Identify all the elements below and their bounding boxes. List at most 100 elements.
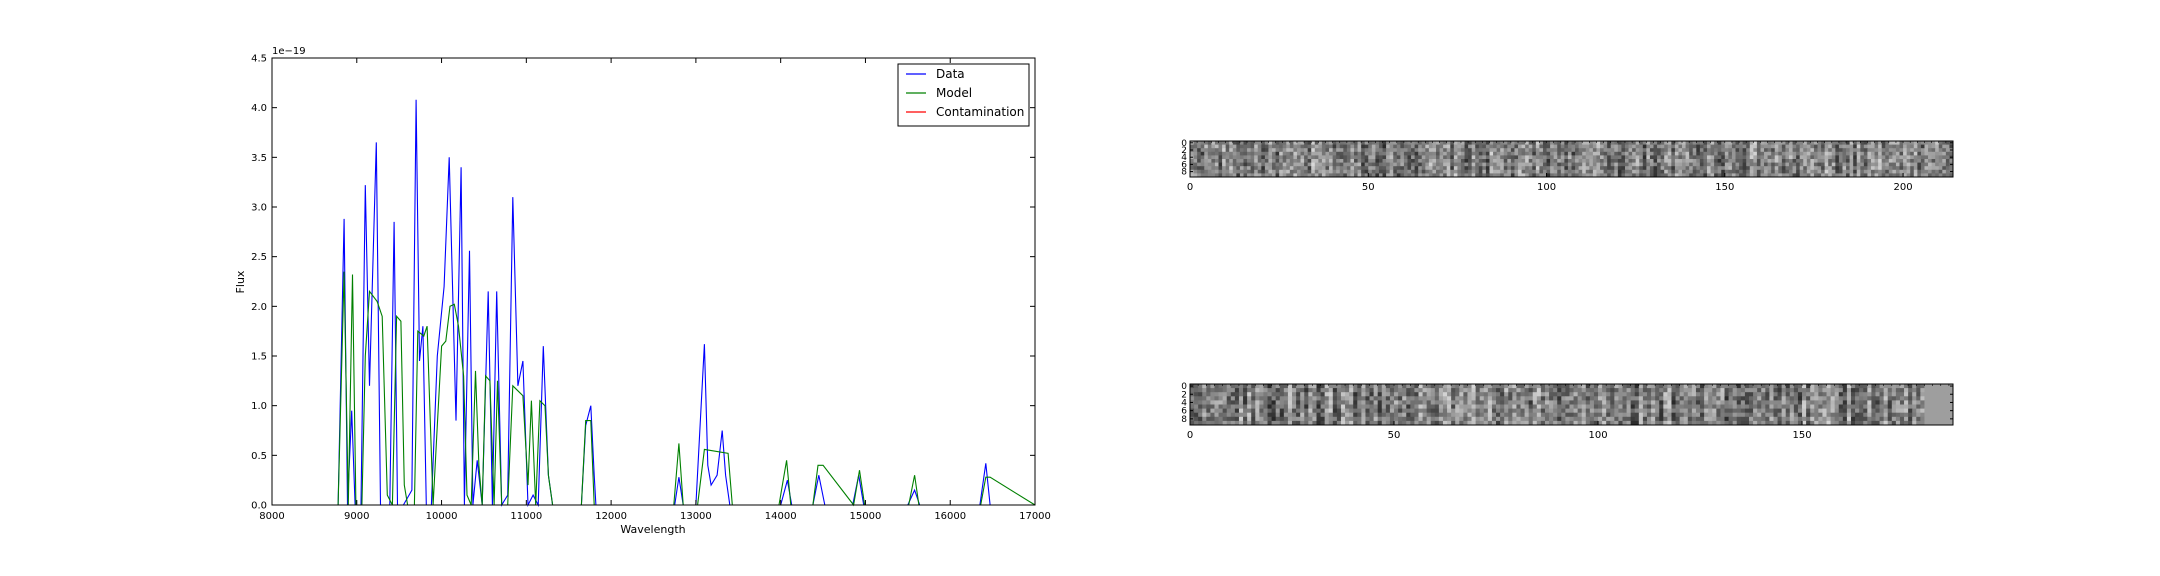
image-pixel [1596, 155, 1601, 160]
image-pixel [1849, 159, 1854, 163]
image-pixel [1353, 388, 1358, 393]
image-pixel [1663, 404, 1668, 409]
image-pixel [1485, 173, 1490, 178]
image-pixel [1789, 408, 1795, 414]
image-pixel [1678, 159, 1683, 163]
image-pixel [1371, 155, 1376, 160]
image-pixel [1659, 412, 1664, 418]
image-pixel [1853, 173, 1858, 178]
image-pixel [1332, 162, 1337, 167]
image-pixel [1340, 388, 1346, 393]
image-pixel [1682, 144, 1686, 149]
image-pixel [1720, 400, 1725, 405]
image-pixel [1585, 169, 1590, 174]
image-pixel [1942, 141, 1947, 145]
image-pixel [1418, 155, 1423, 160]
image-pixel [1638, 420, 1644, 426]
image-pixel [1806, 141, 1811, 145]
image-pixel [1239, 159, 1244, 163]
image-pixel [1463, 388, 1468, 393]
image-pixel [1504, 400, 1509, 405]
image-pixel [1621, 148, 1626, 153]
image-pixel [1826, 408, 1831, 414]
image-pixel [1831, 148, 1836, 153]
image-pixel [1917, 169, 1922, 174]
image-pixel [1881, 155, 1886, 160]
image-pixel [1879, 416, 1885, 422]
image-1-pixels [1190, 141, 1954, 178]
image-pixel [1512, 408, 1517, 414]
image-pixel [1402, 396, 1407, 401]
image-pixel [1346, 141, 1351, 145]
image-pixel [1324, 400, 1330, 405]
image-pixel [1671, 162, 1676, 167]
image-pixel [1200, 159, 1205, 163]
image-pixel [1748, 412, 1754, 418]
image-pixel [1842, 396, 1848, 401]
image-pixel [1940, 408, 1946, 414]
image-pixel [1679, 388, 1685, 393]
image-pixel [1632, 141, 1637, 145]
image-pixel [1402, 404, 1407, 409]
image-pixel [1708, 392, 1713, 397]
image-pixel [1578, 155, 1583, 160]
image-pixel [1664, 144, 1669, 149]
image-pixel [1564, 141, 1569, 145]
image-pixel [1336, 416, 1342, 422]
image-pixel [1614, 173, 1619, 178]
image-pixel [1806, 384, 1811, 389]
image-pixel [1765, 396, 1770, 401]
image-pixel [1230, 420, 1236, 426]
image-pixel [1340, 404, 1346, 409]
image-pixel [1785, 416, 1791, 422]
image-pixel [1655, 400, 1660, 405]
image-pixel [1767, 162, 1772, 167]
image-pixel [1275, 412, 1281, 418]
image-pixel [1346, 151, 1351, 156]
image-pixel [1856, 169, 1861, 174]
image-pixel [1717, 148, 1722, 153]
image-pixel [1802, 388, 1807, 393]
image-pixel [1610, 384, 1615, 389]
image-pixel [1806, 416, 1811, 422]
image-pixel [1222, 173, 1227, 178]
image-pixel [1418, 408, 1423, 414]
image-pixel [1434, 396, 1440, 401]
image-pixel [1874, 141, 1879, 145]
image-pixel [1571, 159, 1576, 163]
image-pixel [1610, 404, 1615, 409]
image-pixel [1699, 141, 1704, 145]
image-pixel [1879, 384, 1885, 389]
image-pixel [1198, 396, 1203, 401]
image-pixel [1393, 166, 1398, 171]
image-pixel [1321, 162, 1326, 167]
image-pixel [1396, 169, 1401, 174]
image-pixel [1720, 404, 1725, 409]
image-pixel [1764, 169, 1768, 174]
image-pixel [1386, 169, 1391, 174]
image-pixel [1682, 173, 1686, 178]
image-pixel [1606, 420, 1611, 426]
image-pixel [1464, 148, 1469, 153]
image-pixel [1769, 396, 1774, 401]
x-tick-label: 8000 [259, 511, 284, 522]
image-pixel [1206, 416, 1211, 422]
image-pixel [1920, 166, 1925, 171]
image-pixel [1757, 404, 1762, 409]
image-pixel [1479, 412, 1485, 418]
image-pixel [1346, 148, 1351, 153]
image-pixel [1403, 151, 1408, 156]
image-pixel [1453, 141, 1458, 145]
image-pixel [1289, 155, 1294, 160]
image-pixel [1788, 169, 1793, 174]
image-pixel [1724, 155, 1729, 160]
image-pixel [1468, 159, 1473, 163]
image-pixel [1603, 155, 1608, 160]
image-pixel [1708, 388, 1713, 393]
image-pixel [1653, 141, 1658, 145]
image-pixel [1428, 144, 1433, 149]
image-pixel [1575, 162, 1580, 167]
image-pixel [1451, 396, 1456, 401]
image-pixel [1457, 141, 1462, 145]
image-pixel [1603, 169, 1608, 174]
